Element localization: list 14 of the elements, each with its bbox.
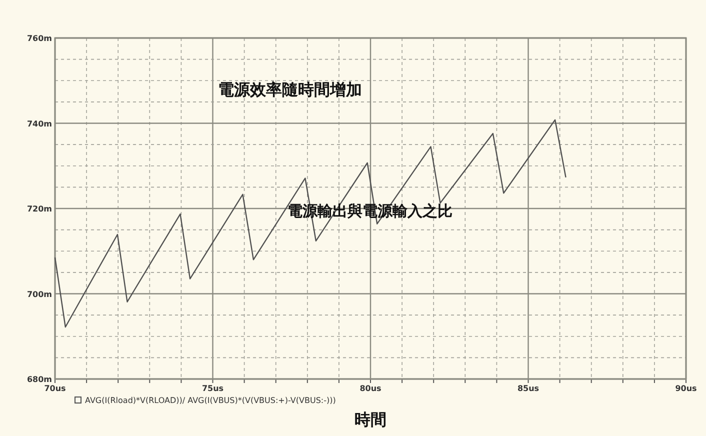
y-tick-label: 680m (26, 375, 52, 384)
x-tick-label: 75us (202, 384, 224, 393)
x-axis-title: 時間 (354, 410, 386, 429)
x-tick-label: 90us (675, 384, 698, 393)
y-tick-label: 740m (26, 119, 52, 128)
line-series (54, 119, 566, 328)
x-tick-label: 85us (517, 384, 540, 393)
x-tick-label: 80us (360, 384, 382, 393)
y-tick-label: 700m (26, 290, 52, 299)
y-tick-label: 720m (26, 204, 52, 214)
y-tick-label: 760m (26, 34, 52, 43)
x-tick-label: 70us (44, 384, 66, 393)
text: 電源效率隨時間增加 (218, 80, 362, 99)
legend-label: AVG(I(Rload)*V(RLOAD))/ AVG(I(VBUS)*(V(VBUS:+)-V(VBUS:-))) (85, 396, 336, 405)
